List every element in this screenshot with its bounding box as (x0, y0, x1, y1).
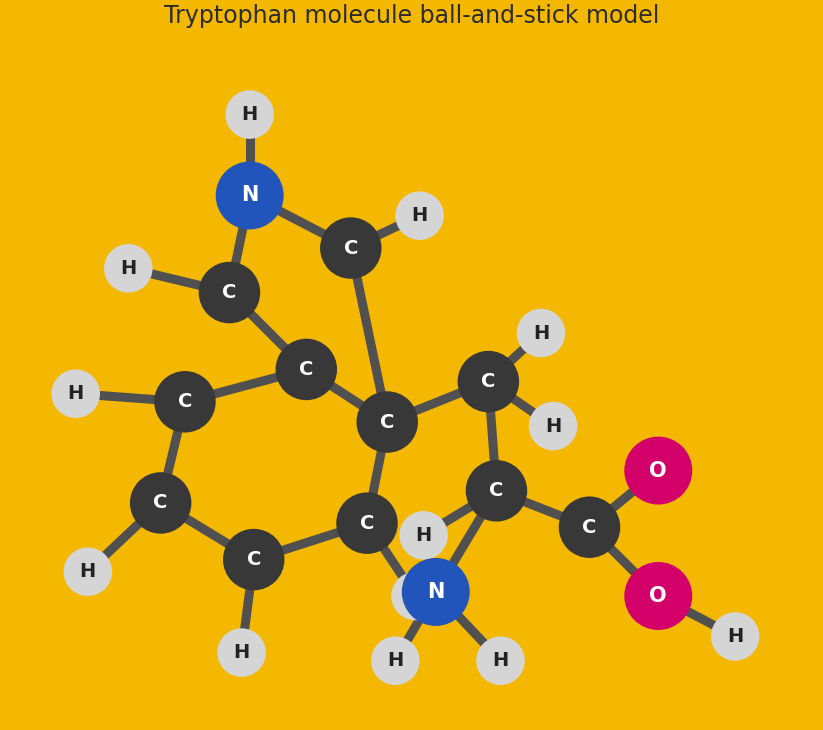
Text: C: C (481, 372, 495, 391)
Circle shape (625, 437, 692, 504)
Text: H: H (67, 384, 84, 403)
Circle shape (226, 91, 274, 139)
Text: N: N (241, 185, 258, 205)
Circle shape (276, 339, 337, 400)
Text: O: O (649, 586, 667, 606)
Text: C: C (489, 481, 504, 500)
Circle shape (216, 161, 284, 229)
Circle shape (356, 391, 418, 453)
Text: H: H (416, 526, 432, 545)
Text: O: O (649, 461, 667, 480)
Circle shape (466, 460, 528, 521)
Circle shape (320, 218, 382, 279)
Circle shape (395, 191, 444, 240)
Circle shape (63, 548, 112, 596)
Circle shape (104, 244, 152, 293)
Circle shape (154, 371, 216, 433)
Text: H: H (727, 627, 743, 646)
Text: C: C (222, 283, 237, 302)
Circle shape (458, 351, 519, 412)
Text: H: H (242, 105, 258, 124)
Circle shape (399, 511, 448, 560)
Circle shape (337, 493, 398, 554)
Text: C: C (153, 493, 168, 512)
Text: C: C (247, 550, 261, 569)
Circle shape (711, 612, 760, 661)
Text: H: H (532, 323, 549, 342)
Text: H: H (407, 586, 424, 605)
Text: H: H (234, 643, 249, 662)
Text: H: H (492, 651, 509, 670)
Circle shape (217, 629, 266, 677)
Title: Tryptophan molecule ball-and-stick model: Tryptophan molecule ball-and-stick model (164, 4, 659, 28)
Circle shape (559, 496, 621, 558)
Text: H: H (80, 562, 96, 581)
Text: C: C (380, 412, 394, 431)
Circle shape (517, 309, 565, 357)
Text: H: H (412, 206, 428, 225)
Text: C: C (360, 514, 374, 533)
Circle shape (52, 369, 100, 418)
Circle shape (391, 572, 439, 620)
Circle shape (130, 472, 192, 534)
Text: C: C (344, 239, 358, 258)
Circle shape (477, 637, 525, 685)
Text: C: C (178, 392, 192, 411)
Circle shape (402, 558, 470, 626)
Text: C: C (583, 518, 597, 537)
Circle shape (371, 637, 420, 685)
Text: N: N (427, 582, 444, 602)
Text: C: C (299, 360, 314, 379)
Text: H: H (545, 417, 561, 436)
Circle shape (223, 529, 285, 591)
Circle shape (198, 262, 260, 323)
Circle shape (529, 402, 578, 450)
Text: H: H (387, 651, 403, 670)
Circle shape (625, 562, 692, 630)
Text: H: H (120, 259, 137, 278)
